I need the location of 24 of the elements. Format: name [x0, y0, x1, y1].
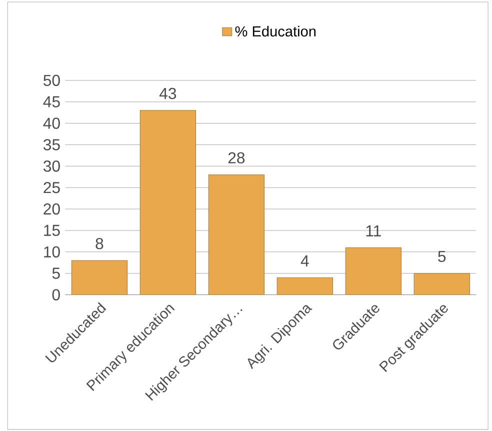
- legend-label: % Education: [235, 26, 316, 37]
- y-tick-label: 45: [43, 96, 60, 108]
- y-tick-label: 20: [44, 204, 60, 215]
- y-tick-label: 40: [43, 118, 60, 130]
- y-tick-label: 0: [52, 289, 60, 301]
- bar: [276, 277, 333, 295]
- y-tick-label: 35: [43, 139, 60, 150]
- data-label: 11: [366, 226, 381, 236]
- bar: [71, 260, 128, 295]
- data-label: 5: [438, 251, 446, 262]
- bar: [140, 110, 196, 295]
- y-tick-label: 15: [44, 225, 60, 236]
- data-label: 8: [96, 238, 104, 250]
- data-label: 28: [228, 152, 245, 164]
- data-label: 43: [159, 88, 176, 100]
- y-tick-label: 5: [52, 268, 60, 279]
- bar: [208, 174, 264, 295]
- y-tick-label: 30: [43, 160, 60, 172]
- bar: [345, 247, 402, 295]
- bar: [414, 273, 470, 295]
- y-tick-label: 10: [44, 246, 60, 258]
- y-tick-label: 25: [44, 182, 60, 194]
- data-label: 4: [300, 256, 309, 266]
- y-tick-label: 50: [44, 74, 60, 86]
